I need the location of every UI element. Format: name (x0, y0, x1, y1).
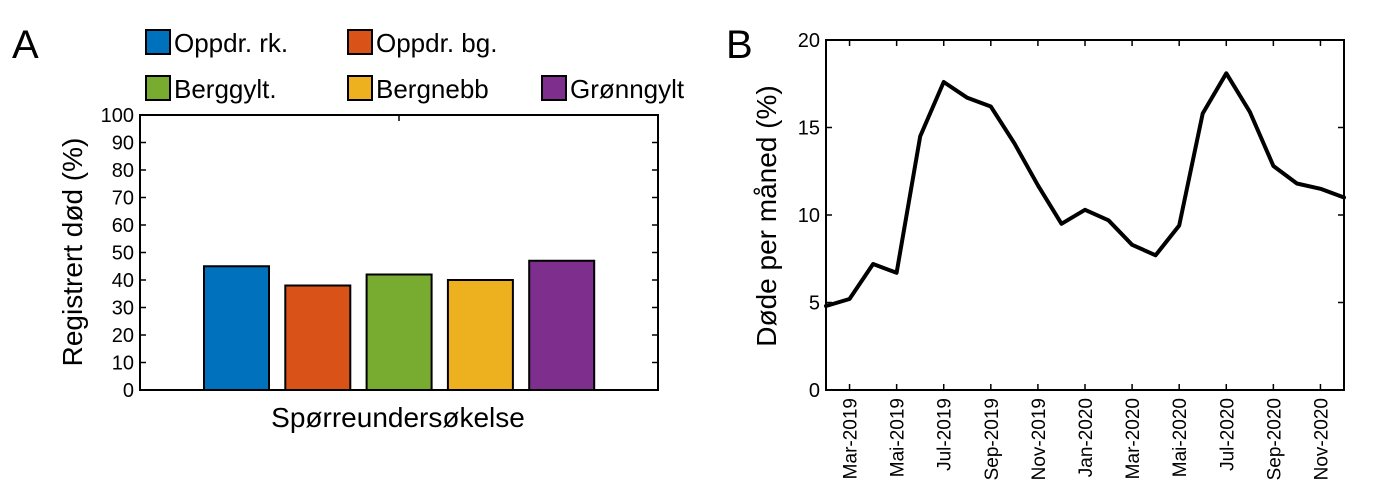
y-tick-label-a: 90 (112, 133, 134, 155)
data-point (989, 105, 993, 108)
data-point (1224, 71, 1228, 75)
legend-swatch (541, 75, 567, 101)
data-point (848, 297, 852, 301)
y-tick-label-a: 80 (112, 160, 134, 182)
y-tick-label-b: 10 (798, 205, 820, 227)
panel-label-b: B (726, 23, 753, 67)
legend-entry: Oppdr. rk. (174, 28, 288, 58)
line-chart-series (824, 71, 1346, 308)
x-tick-label-b: Sep-2019 (982, 398, 1003, 480)
legend-entry: Berggylt. (174, 74, 277, 104)
y-tick-label-a: 20 (112, 325, 134, 347)
data-point (824, 304, 828, 308)
data-point (1295, 182, 1299, 185)
data-point (1201, 112, 1205, 115)
x-tick-label-b: Mai-2020 (1170, 398, 1191, 477)
y-axis-label-a: Registrert død (%) (57, 138, 88, 367)
line-chart-axes: 0 5 10 15 20 Mar-2019 Mai-2019 Jul-2019 Sep-2019… (798, 30, 1345, 480)
y-tick-label-a: 0 (123, 380, 134, 402)
data-point (942, 80, 946, 84)
bar-oppdr-rk (203, 265, 270, 391)
data-point (1059, 222, 1063, 226)
y-tick-label-b: 15 (798, 118, 820, 140)
y-tick-label-a: 100 (101, 105, 134, 127)
y-tick-label-a: 60 (112, 215, 134, 237)
y-tick-label-a: 50 (112, 243, 134, 265)
data-point (1271, 164, 1275, 168)
bar-bergnebb (446, 279, 514, 391)
bar-oppdr-bg (284, 284, 352, 391)
plot-frame-b (825, 39, 1345, 391)
x-tick-label-b: Mar-2020 (1123, 398, 1144, 479)
data-point (895, 271, 899, 275)
x-tick-label-b: Jan-2020 (1076, 398, 1097, 477)
bar-berggylt (365, 273, 433, 391)
legend-swatch (347, 75, 373, 101)
legend-swatch (347, 29, 373, 55)
data-point (1248, 110, 1252, 114)
data-point (1154, 253, 1158, 257)
y-tick-label-b: 20 (798, 30, 820, 52)
data-point (918, 134, 922, 138)
y-tick-label-a: 30 (112, 298, 134, 320)
x-tick-label-b: Nov-2019 (1029, 398, 1050, 480)
series-line-doede-per-maaned (824, 71, 1346, 308)
data-point (1036, 183, 1040, 187)
data-point (965, 96, 969, 100)
x-tick-label-b: Jul-2019 (935, 398, 956, 471)
data-point (871, 262, 875, 266)
panel-label-a: A (12, 23, 39, 67)
data-point (1342, 196, 1346, 199)
data-point (1107, 218, 1111, 222)
legend-swatch (145, 29, 171, 55)
y-tick-label-b: 0 (809, 380, 820, 402)
legend-entry: Bergnebb (376, 74, 489, 104)
y-axis-label-b: Døde per måned (%) (751, 85, 782, 346)
x-tick-label-b: Mai-2019 (888, 398, 909, 477)
data-point (1130, 243, 1134, 247)
legend-entry: Oppdr. bg. (376, 28, 497, 58)
y-tick-label-a: 40 (112, 270, 134, 292)
data-point (1318, 187, 1322, 191)
bar-grønngylt (528, 259, 596, 391)
data-point (1177, 224, 1181, 227)
x-axis-label-a: Spørreundersøkelse (271, 402, 525, 433)
x-tick-label-b: Jul-2020 (1217, 398, 1238, 471)
y-tick-label-a: 70 (112, 188, 134, 210)
y-tick-label-a: 10 (112, 353, 134, 375)
legend-a: Oppdr. rk. Oppdr. bg. Berggylt. Bergnebb Grø… (145, 28, 685, 104)
data-point (1012, 141, 1016, 145)
legend-swatch (145, 75, 171, 101)
x-tick-label-b: Sep-2020 (1264, 398, 1285, 480)
x-tick-label-b: Nov-2020 (1311, 398, 1332, 480)
x-tick-label-b: Mar-2019 (841, 398, 862, 479)
bar-chart-bars (203, 259, 596, 391)
bar-chart-axes: 0 10 20 30 40 50 60 70 80 90 100 (101, 105, 659, 402)
legend-entry: Grønngylt (570, 74, 685, 104)
y-tick-label-b: 5 (809, 293, 820, 315)
data-point (1083, 208, 1087, 212)
